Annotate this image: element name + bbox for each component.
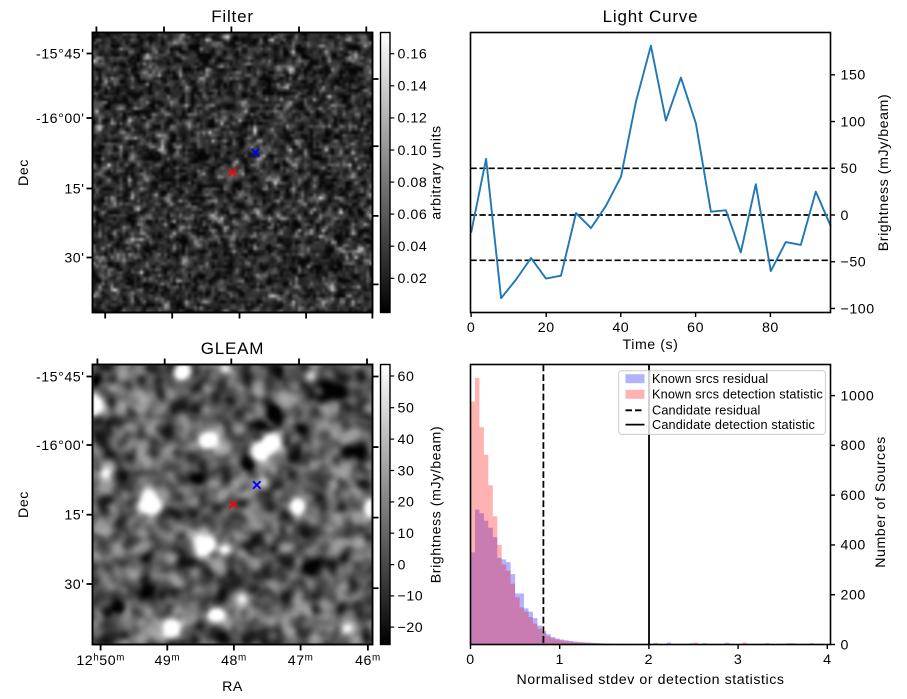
svg-text:200: 200 — [841, 588, 866, 604]
svg-text:-15°45': -15°45' — [36, 369, 85, 385]
svg-text:10: 10 — [398, 526, 415, 542]
svg-text:Time (s): Time (s) — [623, 337, 679, 353]
svg-text:50: 50 — [398, 401, 415, 417]
svg-text:3: 3 — [734, 652, 742, 668]
svg-text:80: 80 — [762, 320, 779, 336]
svg-text:RA: RA — [222, 679, 243, 695]
svg-text:0.16: 0.16 — [398, 47, 428, 63]
svg-text:30': 30' — [64, 577, 84, 593]
svg-text:0.02: 0.02 — [398, 271, 428, 287]
svg-text:400: 400 — [841, 538, 866, 554]
svg-text:0: 0 — [398, 557, 406, 573]
svg-text:-16°00': -16°00' — [36, 438, 85, 454]
svg-text:−20: −20 — [398, 620, 424, 636]
svg-text:Known srcs residual: Known srcs residual — [652, 372, 768, 386]
svg-text:0.08: 0.08 — [398, 175, 428, 191]
svg-text:4: 4 — [823, 652, 831, 668]
svg-text:30: 30 — [398, 463, 415, 479]
svg-text:−50: −50 — [841, 255, 867, 271]
svg-text:30': 30' — [64, 250, 84, 266]
svg-text:0.12: 0.12 — [398, 111, 428, 127]
svg-text:800: 800 — [841, 438, 866, 454]
svg-text:0.10: 0.10 — [398, 143, 428, 159]
svg-text:GLEAM: GLEAM — [201, 339, 265, 358]
svg-text:Known srcs detection statistic: Known srcs detection statistic — [652, 388, 823, 402]
svg-text:Dec: Dec — [16, 491, 32, 518]
svg-text:0.14: 0.14 — [398, 79, 428, 95]
svg-text:Number of Sources: Number of Sources — [873, 436, 889, 568]
svg-text:15': 15' — [64, 181, 84, 197]
svg-text:0.06: 0.06 — [398, 207, 428, 223]
svg-text:-16°00': -16°00' — [36, 111, 85, 127]
svg-text:Brightness (mJy/beam): Brightness (mJy/beam) — [876, 94, 892, 251]
svg-text:100: 100 — [841, 114, 866, 130]
svg-text:20: 20 — [398, 495, 415, 511]
svg-text:15': 15' — [64, 508, 84, 524]
svg-text:-15°45': -15°45' — [36, 46, 85, 62]
svg-text:arbitrary units: arbitrary units — [429, 125, 445, 219]
svg-text:0: 0 — [841, 637, 849, 653]
svg-text:50: 50 — [841, 161, 858, 177]
svg-text:60: 60 — [398, 369, 415, 385]
svg-text:0: 0 — [466, 652, 474, 668]
svg-text:1: 1 — [555, 652, 563, 668]
svg-text:1000: 1000 — [841, 388, 875, 404]
svg-text:Candidate detection statistic: Candidate detection statistic — [652, 418, 816, 432]
svg-text:20: 20 — [538, 320, 555, 336]
svg-text:−100: −100 — [841, 301, 875, 317]
svg-text:Brightness (mJy/beam): Brightness (mJy/beam) — [429, 426, 445, 583]
svg-text:0.04: 0.04 — [398, 239, 428, 255]
svg-text:40: 40 — [612, 320, 629, 336]
svg-text:40: 40 — [398, 432, 415, 448]
svg-text:Candidate residual: Candidate residual — [652, 404, 761, 418]
svg-text:−10: −10 — [398, 589, 424, 605]
svg-text:Light Curve: Light Curve — [603, 7, 699, 26]
svg-text:0: 0 — [467, 320, 475, 336]
svg-text:60: 60 — [687, 320, 704, 336]
svg-text:12h50m: 12h50m — [76, 652, 124, 669]
svg-text:600: 600 — [841, 488, 866, 504]
svg-text:Dec: Dec — [16, 159, 32, 186]
svg-text:0: 0 — [841, 208, 849, 224]
svg-text:Normalised stdev or detection: Normalised stdev or detection statistics — [516, 672, 784, 688]
svg-text:2: 2 — [645, 652, 653, 668]
svg-text:150: 150 — [841, 68, 866, 84]
svg-text:Filter: Filter — [211, 7, 254, 26]
